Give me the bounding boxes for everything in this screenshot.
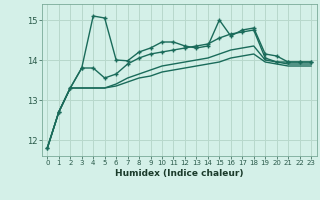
X-axis label: Humidex (Indice chaleur): Humidex (Indice chaleur) xyxy=(115,169,244,178)
